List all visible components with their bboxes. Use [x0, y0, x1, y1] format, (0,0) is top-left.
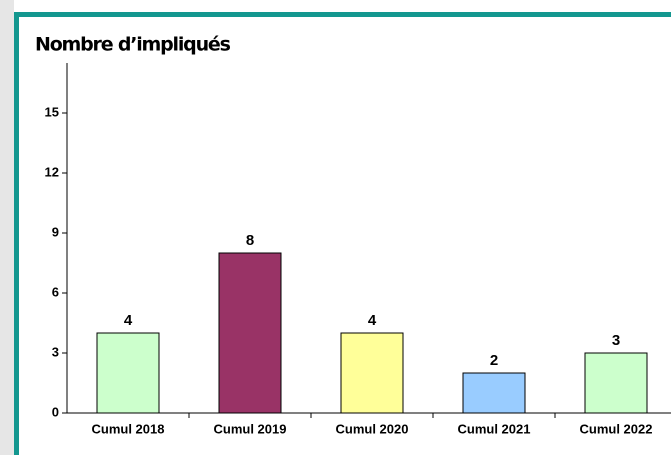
- x-tick-label: Cumul 2021: [458, 421, 531, 436]
- value-label: 4: [124, 312, 133, 329]
- y-tick-label: 6: [52, 284, 59, 299]
- bar: [96, 332, 160, 414]
- bar: [340, 332, 404, 414]
- x-tick-label: Cumul 2020: [336, 421, 409, 436]
- bar: [584, 352, 648, 414]
- x-tick-label: Cumul 2022: [580, 421, 653, 436]
- y-tick-label: 15: [45, 104, 59, 119]
- y-tick-label: 0: [52, 404, 59, 419]
- frame-left: [14, 12, 19, 455]
- side-strip: [0, 0, 14, 455]
- y-tick-label: 9: [52, 224, 59, 239]
- frame-top: [14, 12, 671, 17]
- x-tick-label: Cumul 2019: [214, 421, 287, 436]
- y-tick-label: 3: [52, 344, 59, 359]
- value-label: 2: [490, 352, 498, 369]
- bar: [218, 252, 282, 414]
- value-label: 8: [246, 232, 254, 249]
- bar: [462, 372, 526, 414]
- chart-title: Nombre d’impliqués: [35, 34, 231, 56]
- y-tick-label: 12: [45, 164, 59, 179]
- x-tick-label: Cumul 2018: [92, 421, 165, 436]
- value-label: 4: [368, 312, 377, 329]
- value-label: 3: [612, 332, 620, 349]
